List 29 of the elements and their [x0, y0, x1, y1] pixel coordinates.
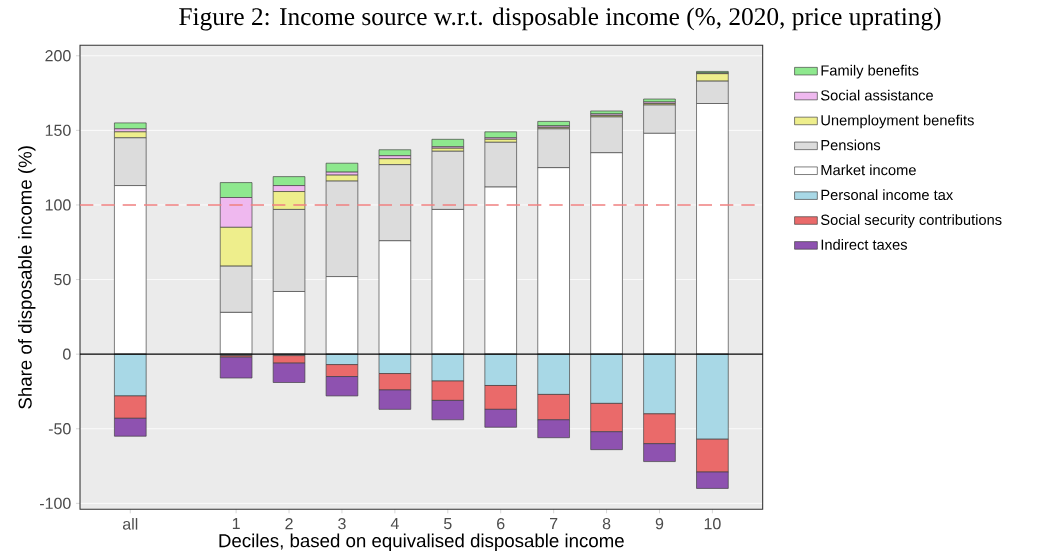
y-tick-label: 100: [45, 199, 71, 211]
legend-label: Pensions: [821, 139, 881, 151]
x-tick-label: 7: [550, 518, 558, 530]
x-tick-label: 9: [655, 518, 664, 530]
x-tick-label: 6: [497, 518, 505, 530]
legend-label: Indirect taxes: [821, 239, 907, 250]
legend-label: Personal income tax: [821, 189, 954, 201]
legend-label: Social security contributions: [821, 214, 1002, 228]
y-tick-label: 200: [45, 50, 71, 62]
legend-label: Social assistance: [821, 89, 933, 101]
y-tick-label: 150: [45, 124, 71, 137]
x-tick-label: all: [122, 518, 138, 530]
y-tick-label: -100: [39, 497, 71, 510]
x-tick-label: 10: [704, 518, 721, 530]
legend-label: Family benefits: [821, 64, 919, 79]
y-tick-label: -50: [48, 423, 71, 435]
y-tick-label: 50: [54, 273, 71, 286]
x-axis-title: Deciles, based on equivalised disposable income: [219, 533, 624, 551]
legend-label: Unemployment benefits: [821, 114, 974, 129]
x-tick-label: 5: [444, 518, 452, 530]
y-tick-label: 0: [63, 348, 71, 360]
y-axis-title: Share of disposable income (%): [18, 146, 36, 409]
x-tick-label: 8: [602, 518, 611, 530]
x-tick-label: 2: [285, 518, 293, 530]
chart-title: Figure 2: Income source w.r.t. disposable income (%, 2020, price uprating): [179, 7, 941, 31]
legend-label: Market income: [821, 164, 916, 176]
x-tick-label: 4: [390, 518, 399, 530]
x-tick-label: 1: [232, 518, 240, 530]
x-tick-label: 3: [338, 518, 346, 530]
